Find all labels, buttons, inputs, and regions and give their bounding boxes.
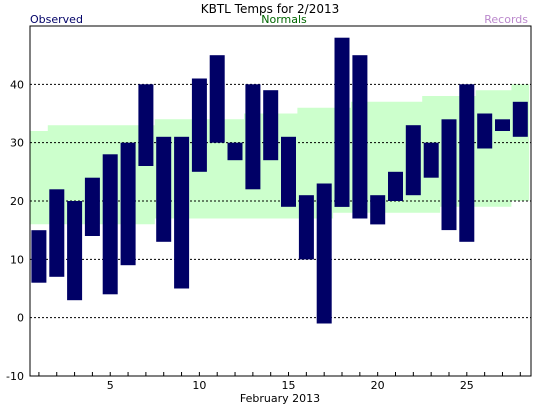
x-tick-label: 20 xyxy=(371,379,385,392)
observed-bar xyxy=(405,125,421,196)
observed-bar xyxy=(441,119,457,231)
y-tick-label: -10 xyxy=(6,370,24,383)
observed-bar xyxy=(102,154,118,295)
observed-bar xyxy=(334,37,350,207)
observed-bar xyxy=(281,136,296,207)
legend-observed: Observed xyxy=(30,13,83,26)
observed-bar xyxy=(138,84,154,166)
y-tick-label: 20 xyxy=(10,195,24,208)
plot-area: -10 0 10 20 30 40 5 10 15 20 25 xyxy=(6,25,532,392)
x-tick-label: 25 xyxy=(460,379,474,392)
observed-bar xyxy=(156,136,172,242)
observed-bar xyxy=(67,201,83,301)
observed-bar xyxy=(298,195,314,260)
x-tick-label: 5 xyxy=(107,379,114,392)
x-axis-label: February 2013 xyxy=(240,392,320,405)
observed-bar xyxy=(316,183,332,324)
chart-title: KBTL Temps for 2/2013 xyxy=(201,2,340,16)
y-tick-label: 30 xyxy=(10,137,24,150)
x-tick-label: 15 xyxy=(282,379,296,392)
y-tick-label: 0 xyxy=(17,312,24,325)
observed-bar xyxy=(49,189,65,277)
observed-bar xyxy=(477,113,493,149)
x-tick-label: 10 xyxy=(192,379,206,392)
legend-normals: Normals xyxy=(261,13,307,26)
observed-bar xyxy=(174,136,190,289)
observed-bar xyxy=(370,195,386,225)
legend-records: Records xyxy=(484,13,528,26)
plot-frame xyxy=(29,25,532,377)
observed-bar xyxy=(209,55,225,143)
observed-bar xyxy=(263,90,279,161)
y-tick-label: 10 xyxy=(10,253,24,266)
observed-bar xyxy=(245,84,261,190)
observed-bar xyxy=(388,171,403,201)
observed-bar xyxy=(120,142,136,266)
observed-bar xyxy=(495,119,510,131)
observed-bar xyxy=(352,55,368,219)
observed-bar xyxy=(84,177,100,236)
y-tick-label: 40 xyxy=(10,78,24,91)
observed-bar xyxy=(31,230,47,283)
observed-bar xyxy=(512,101,528,137)
observed-bar xyxy=(191,78,207,172)
observed-bar xyxy=(459,84,475,242)
observed-bar xyxy=(423,142,439,178)
observed-bar xyxy=(227,142,243,161)
normals-band xyxy=(30,84,530,225)
